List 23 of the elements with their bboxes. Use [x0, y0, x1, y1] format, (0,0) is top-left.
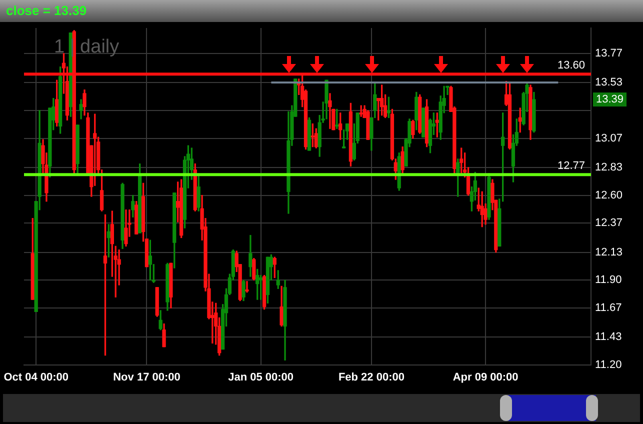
y-tick-label: 11.20 — [595, 359, 622, 372]
y-tick-label: 12.83 — [595, 161, 623, 174]
chart-title: close = 13.39 — [6, 3, 87, 18]
x-tick-label: Feb 22 00:00 — [338, 372, 404, 384]
y-tick-label: 12.37 — [595, 217, 623, 230]
candlestick — [245, 281, 249, 293]
y-tick-label: 12.13 — [595, 246, 623, 258]
ref-line-label: 13.60 — [557, 60, 585, 72]
y-tick-label: 11.43 — [595, 331, 622, 344]
annotation: 1 | daily — [54, 36, 120, 58]
y-tick-label: 13.07 — [595, 132, 623, 144]
annotation: 13.39 — [596, 94, 624, 106]
x-tick-label: Nov 17 00:00 — [113, 372, 180, 384]
x-tick-label: Jan 05 00:00 — [228, 372, 294, 384]
ref-line-label: 12.77 — [557, 160, 585, 172]
y-tick-label: 13.53 — [595, 76, 623, 89]
y-tick-label: 12.60 — [595, 189, 623, 202]
y-tick-label: 13.77 — [595, 47, 623, 60]
y-tick-label: 11.67 — [595, 302, 622, 314]
y-tick-label: 11.90 — [595, 274, 622, 286]
x-tick-label: Apr 09 00:00 — [452, 372, 518, 384]
candlestick — [328, 93, 332, 129]
x-tick-label: Oct 04 00:00 — [4, 372, 69, 384]
